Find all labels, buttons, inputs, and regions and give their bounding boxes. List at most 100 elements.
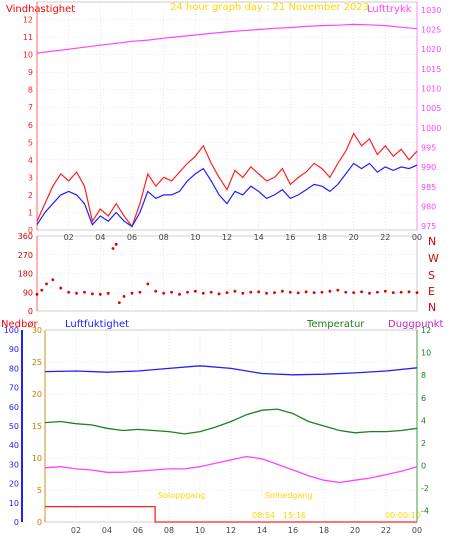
rain-y-tick-label: 40 — [9, 441, 19, 450]
wind-y-tick-label: 0 — [28, 226, 33, 235]
wind-y-tick-label: 11 — [23, 33, 33, 42]
x-tick-label: 22 — [381, 526, 391, 535]
rain-axis-label: Nedbør — [1, 319, 38, 330]
x-tick-label: 04 — [95, 233, 105, 242]
pressure-y-tick-label: 985 — [421, 183, 436, 192]
sun-label-3: 00:00:10 — [385, 511, 421, 520]
pressure-axis-label: Lufttrykk — [367, 4, 412, 15]
pressure-series — [36, 23, 418, 54]
direction-y-tick-label: 180 — [18, 270, 33, 279]
temperature-y-tick-label: -2 — [421, 484, 429, 493]
rain-y-tick-label: 70 — [9, 384, 19, 393]
direction-point — [122, 295, 126, 298]
direction-y-tick-label: 0 — [28, 307, 33, 316]
direction-point — [83, 290, 86, 294]
rain-y-tick-label: 60 — [9, 403, 19, 412]
rain-y-tick-label: 80 — [9, 364, 19, 373]
x-tick-label: 20 — [349, 233, 359, 242]
direction-point — [328, 289, 332, 293]
direction-y-tick-label: 90 — [23, 288, 33, 297]
direction-point — [265, 291, 268, 295]
direction-point — [67, 290, 71, 294]
direction-point — [117, 301, 121, 305]
direction-point — [138, 290, 142, 294]
compass-label-n-top: N — [428, 235, 436, 248]
rain-y-tick-label: 30 — [9, 460, 19, 469]
direction-point — [233, 289, 237, 293]
wind-y-tick-label: 6 — [28, 121, 33, 130]
direction-point — [111, 247, 115, 250]
sunrise-time-label: 08:54 — [252, 511, 275, 520]
direction-point — [415, 291, 419, 295]
direction-point — [376, 290, 379, 294]
direction-point — [241, 291, 245, 295]
direction-point — [360, 290, 363, 294]
temperature-y-tick-label: 6 — [421, 394, 426, 403]
rain-y-tick-label: 10 — [9, 499, 19, 508]
x-tick-label: 06 — [127, 233, 137, 242]
direction-point — [45, 282, 48, 286]
direction-point — [281, 289, 284, 293]
x-tick-label: 14 — [257, 526, 267, 535]
direction-point — [391, 291, 395, 295]
humidity-y-tick-label: 20 — [32, 390, 42, 399]
x-tick-label: 00 — [412, 526, 422, 535]
humidity-y-tick-label: 25 — [32, 358, 42, 367]
direction-point — [399, 290, 403, 294]
rain-y-tick-label: 100 — [4, 326, 19, 335]
compass-label-w: W — [428, 252, 439, 265]
temperature-y-tick-label: 4 — [421, 416, 426, 425]
humidity-y-tick-label: 30 — [32, 326, 42, 335]
pressure-y-tick-label: 1000 — [421, 124, 441, 133]
x-tick-label: 08 — [159, 233, 169, 242]
temperature-y-tick-label: 12 — [421, 326, 431, 335]
direction-point — [217, 292, 221, 296]
direction-point — [162, 291, 166, 295]
direction-y-tick-label: 270 — [18, 251, 33, 260]
direction-point — [35, 292, 39, 296]
direction-point — [304, 290, 308, 294]
direction-point — [146, 282, 150, 286]
wind-y-tick-label: 4 — [28, 156, 33, 165]
temperature-y-tick-label: 10 — [421, 349, 431, 358]
direction-point — [170, 290, 173, 294]
gust_avg-series — [36, 162, 418, 228]
rain-y-tick-label: 20 — [9, 480, 19, 489]
direction-point — [75, 291, 78, 295]
pressure-y-tick-label: 990 — [421, 163, 436, 172]
direction-point — [106, 291, 110, 295]
direction-point — [344, 290, 348, 294]
x-tick-label: 12 — [222, 233, 232, 242]
direction-point — [288, 290, 292, 294]
humidity-y-tick-label: 5 — [37, 486, 42, 495]
x-tick-label: 10 — [195, 526, 205, 535]
dewpoint-series — [44, 455, 418, 484]
direction-point — [186, 290, 189, 294]
x-tick-label: 06 — [133, 526, 143, 535]
direction-point — [40, 288, 44, 292]
pressure-y-tick-label: 995 — [421, 143, 436, 152]
dewpoint-axis-label: Duggpunkt — [388, 319, 444, 330]
temperature-y-tick-label: 8 — [421, 371, 426, 380]
x-tick-label: 10 — [190, 233, 200, 242]
direction-point — [98, 292, 102, 296]
direction-point — [193, 289, 197, 293]
direction-point — [312, 291, 316, 295]
direction-point — [225, 291, 229, 295]
x-tick-label: 08 — [164, 526, 174, 535]
pressure-y-tick-label: 980 — [421, 202, 436, 211]
x-tick-label: 20 — [350, 526, 360, 535]
direction-point — [296, 291, 300, 295]
direction-point — [407, 290, 411, 294]
direction-point — [114, 242, 118, 246]
x-tick-label: 16 — [288, 526, 298, 535]
direction-point — [249, 290, 253, 294]
compass-label-e: E — [428, 285, 435, 298]
rain-y-tick-label: 0 — [14, 518, 19, 527]
wind-y-tick-label: 5 — [28, 138, 33, 147]
humidity-y-tick-label: 15 — [32, 422, 42, 431]
direction-point — [257, 290, 261, 294]
wind-y-tick-label: 12 — [23, 16, 33, 25]
x-tick-label: 16 — [285, 233, 295, 242]
pressure-y-tick-label: 1030 — [421, 6, 441, 15]
